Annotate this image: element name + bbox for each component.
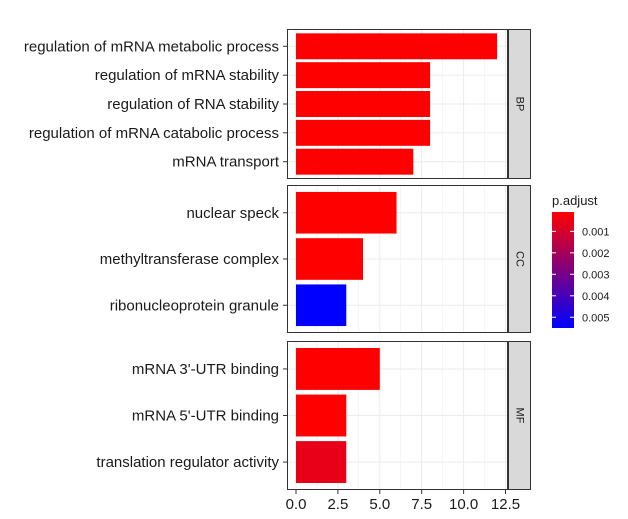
y-tick-label: ribonucleoprotein granule xyxy=(110,297,279,314)
legend-tick-label: 0.003 xyxy=(582,269,610,281)
legend-tick-label: 0.005 xyxy=(582,312,610,324)
y-tick-label: mRNA transport xyxy=(172,154,280,171)
facet-panels: regulation of mRNA metabolic process regu… xyxy=(24,29,531,490)
legend-tick-label: 0.004 xyxy=(582,291,610,303)
x-tick-label: 5.0 xyxy=(369,496,390,513)
panel-border xyxy=(287,185,508,333)
bar xyxy=(296,284,347,327)
bar xyxy=(296,33,498,60)
y-tick-label: translation regulator activity xyxy=(96,454,279,471)
y-tick-label: regulation of mRNA stability xyxy=(95,67,280,84)
bar xyxy=(296,191,397,234)
facet-strip-label: BP xyxy=(514,97,526,112)
bar xyxy=(296,148,414,175)
facet-strip-label: MF xyxy=(514,408,526,424)
y-tick-label: mRNA 5'-UTR binding xyxy=(132,408,279,425)
bar xyxy=(296,347,380,390)
bar xyxy=(296,62,431,89)
x-axis: 0.0 2.5 5.0 7.5 10.0 12.5 xyxy=(286,490,520,513)
legend-tick-label: 0.001 xyxy=(582,226,610,238)
facet-panel-mf: mRNA 3'-UTR binding mRNA 5'-UTR binding tr… xyxy=(96,341,531,490)
bar xyxy=(296,91,431,117)
x-tick-label: 10.0 xyxy=(449,496,478,513)
x-tick-label: 2.5 xyxy=(327,496,348,513)
y-tick-label: regulation of mRNA metabolic process xyxy=(24,38,279,55)
bar xyxy=(296,238,364,280)
y-tick-label: regulation of RNA stability xyxy=(107,96,279,113)
y-tick-label: mRNA 3'-UTR binding xyxy=(132,361,279,378)
x-tick-label: 12.5 xyxy=(491,496,520,513)
legend-title: p.adjust xyxy=(552,193,598,208)
legend-tick-label: 0.002 xyxy=(582,248,610,260)
bar xyxy=(296,119,431,146)
facet-strip xyxy=(508,29,531,179)
bar xyxy=(296,394,347,437)
panel-border xyxy=(287,341,508,490)
y-tick-label: methyltransferase complex xyxy=(100,251,280,268)
facet-panel-cc: nuclear speck methyltransferase complex ri… xyxy=(100,185,531,333)
y-tick-label: regulation of mRNA catabolic process xyxy=(29,125,279,142)
color-legend: p.adjust 0.001 0.002 0.003 0.004 0.005 xyxy=(552,193,610,328)
y-tick-label: nuclear speck xyxy=(186,205,279,222)
legend-colorbar xyxy=(552,212,574,328)
facet-strip xyxy=(508,341,531,490)
x-tick-label: 0.0 xyxy=(286,496,307,513)
facet-strip-label: CC xyxy=(514,251,526,267)
x-tick-label: 7.5 xyxy=(411,496,432,513)
bar xyxy=(296,441,347,484)
facet-strip xyxy=(508,185,531,333)
panel-border xyxy=(287,29,508,179)
facet-panel-bp: regulation of mRNA metabolic process regu… xyxy=(24,29,531,179)
